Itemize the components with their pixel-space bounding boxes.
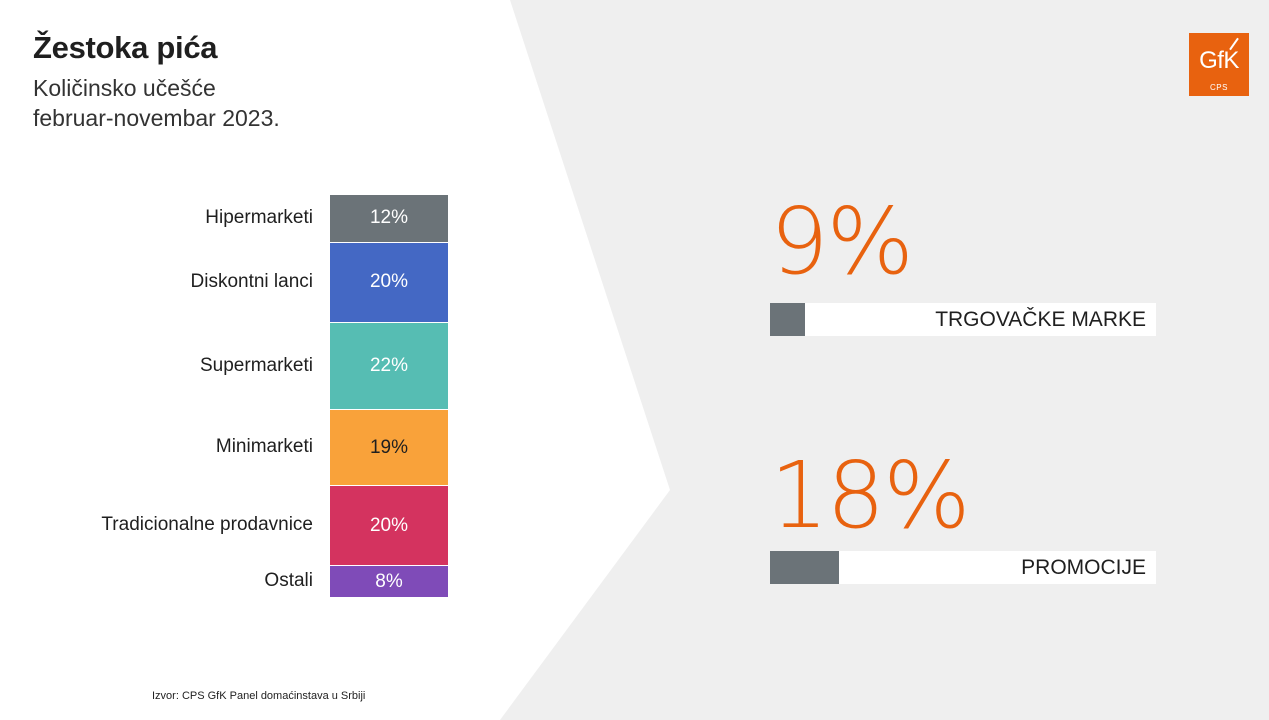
logo-subtext: CPS bbox=[1210, 83, 1228, 92]
bar-segment: 12% bbox=[330, 195, 448, 243]
bar-segment: 19% bbox=[330, 410, 448, 487]
kpi-label-private-labels: TRGOVAČKE MARKE bbox=[935, 308, 1146, 331]
bar-segment: 22% bbox=[330, 322, 448, 411]
gfk-logo: GfK CPS bbox=[1189, 33, 1249, 96]
category-label: Tradicionalne prodavnice bbox=[101, 514, 313, 536]
source-note: Izvor: CPS GfK Panel domaćinstava u Srbi… bbox=[152, 690, 366, 702]
kpi-bar-fill bbox=[770, 303, 805, 336]
bar-segment: 8% bbox=[330, 566, 448, 598]
kpi-value-private-labels: 9% bbox=[770, 188, 914, 295]
category-label: Minimarketi bbox=[215, 436, 313, 458]
category-label: Hipermarketi bbox=[205, 206, 313, 228]
stacked-bar-chart: 12% 20% 22% 19% 20% 8% bbox=[330, 195, 448, 598]
page-subtitle-line1: Količinsko učešće bbox=[33, 75, 216, 101]
page-title: Žestoka pića bbox=[33, 30, 218, 65]
kpi-bar-promotions: PROMOCIJE bbox=[770, 551, 1156, 584]
category-label: Supermarketi bbox=[200, 354, 313, 376]
kpi-bar-fill bbox=[770, 551, 840, 584]
kpi-bar-private-labels: TRGOVAČKE MARKE bbox=[770, 303, 1156, 336]
kpi-value-promotions: 18% bbox=[770, 442, 970, 549]
kpi-label-promotions: PROMOCIJE bbox=[1021, 556, 1146, 579]
logo-text: GfK bbox=[1199, 47, 1239, 74]
page-subtitle-line2: februar-novembar 2023. bbox=[33, 105, 280, 131]
category-label: Diskontni lanci bbox=[190, 270, 314, 292]
category-label: Ostali bbox=[264, 570, 313, 592]
bar-segment: 20% bbox=[330, 486, 448, 567]
bar-segment: 20% bbox=[330, 242, 448, 323]
